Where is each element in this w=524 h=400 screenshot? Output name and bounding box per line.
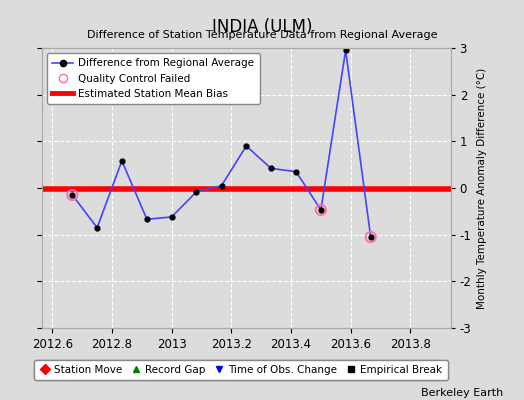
Text: INDIA (ULM): INDIA (ULM) (212, 18, 312, 36)
Point (316, 207, 325, 213)
Text: Difference of Station Temperature Data from Regional Average: Difference of Station Temperature Data f… (87, 30, 437, 40)
Y-axis label: Monthly Temperature Anomaly Difference (°C): Monthly Temperature Anomaly Difference (… (477, 67, 487, 309)
Point (68, 192, 77, 198)
Legend: Difference from Regional Average, Quality Control Failed, Estimated Station Mean: Difference from Regional Average, Qualit… (47, 53, 259, 104)
Legend: Station Move, Record Gap, Time of Obs. Change, Empirical Break: Station Move, Record Gap, Time of Obs. C… (34, 360, 448, 380)
Point (366, 234, 375, 240)
Text: Berkeley Earth: Berkeley Earth (421, 388, 503, 398)
